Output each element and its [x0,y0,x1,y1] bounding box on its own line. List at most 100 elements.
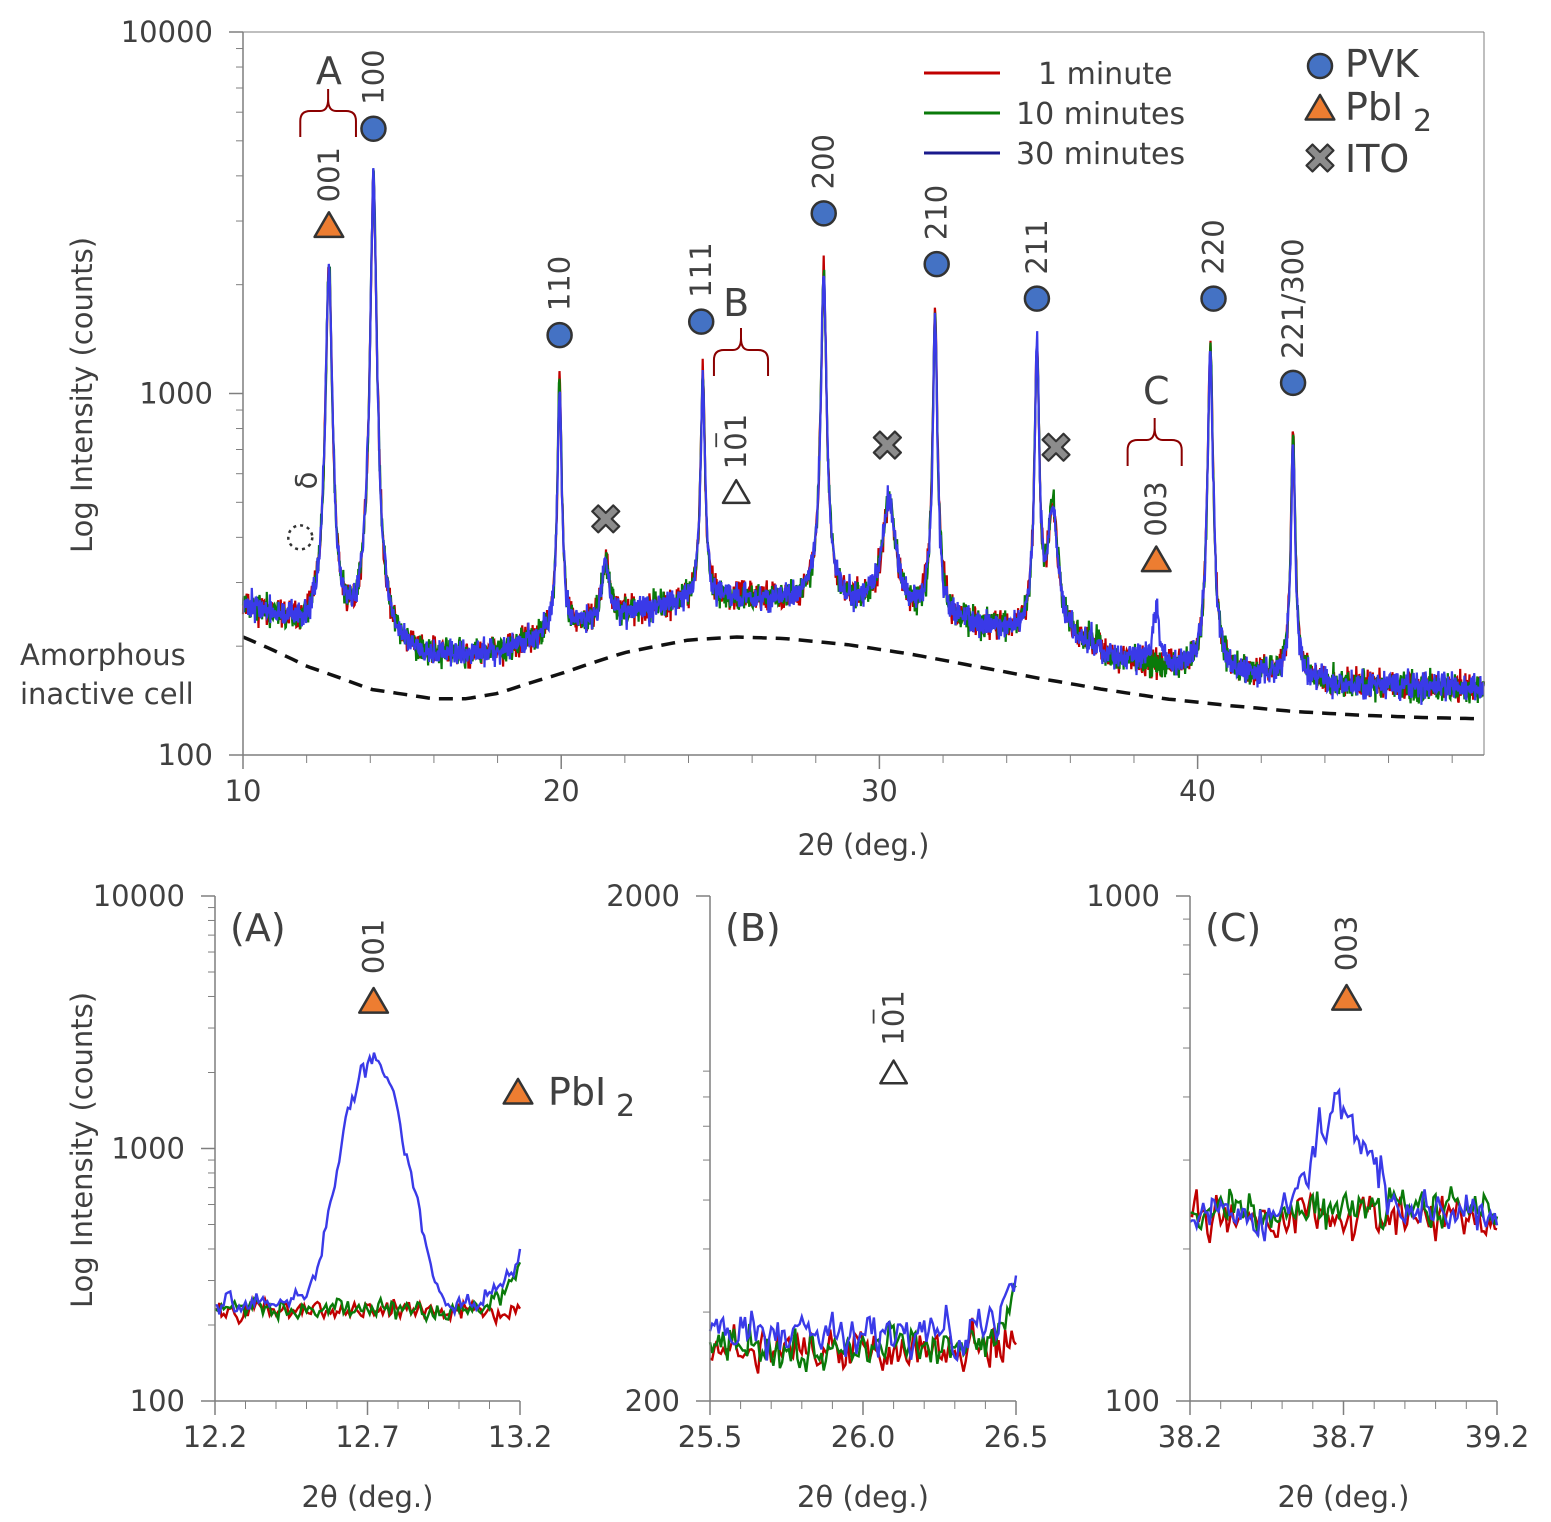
x-axis-label: 2θ (deg.) [798,828,930,862]
ito-marker-1 [591,504,621,534]
pvk-marker-100 [360,115,387,142]
legend-pvk-label: PVK [1345,42,1420,86]
inset-x-axis-label: 2θ (deg.) [302,1480,434,1514]
pvk-marker-210 [923,250,950,278]
legend-pbi2-subscript: 2 [1413,104,1432,139]
y-tick-label: 1000 [1086,879,1160,913]
y-axis-label: Log Intensity (counts) [65,237,99,553]
inset-panel-title: (B) [725,906,781,950]
y-tick-label: 1000 [139,377,213,411]
amorphous-label-line2: inactive cell [20,677,194,711]
x-tick-label: 25.5 [678,1420,743,1454]
pvk-marker-110 [546,321,573,349]
legend-pbi2-icon [1304,93,1336,121]
y-tick-label: 10000 [93,879,185,913]
legend-label-3: 30 minutes [1016,137,1185,172]
inset-legend-pbi2-subscript: 2 [616,1089,635,1124]
hkl-label-200: 200 [807,134,841,189]
inset-chart-c: 100 1000 38.2 38.7 39.2 2θ (deg.) (C) 003 [1086,879,1529,1514]
ito-marker-3 [1041,432,1071,462]
y-tick-label: 100 [1105,1384,1160,1418]
hkl-label-220: 220 [1197,219,1231,274]
region-label-b: B [723,281,749,325]
x-tick-label: 26.0 [831,1420,896,1454]
inset-chart-b: 200 2000 25.5 26.0 26.5 2θ (deg.) (B) 101 [606,879,1048,1514]
y-tick-label: 200 [625,1384,680,1418]
inset-x-axis-label: 2θ (deg.) [1278,1480,1410,1514]
inset-series-line-30-minutes [214,1052,522,1318]
x-tick-label: 30 [861,774,898,808]
inset-panel-title: (A) [230,906,286,950]
amorphous-label-line1: Amorphous [20,638,186,672]
inset-series-line-30-minutes [1189,1087,1499,1242]
hkl-label-210: 210 [920,185,954,240]
inset-legend-pbi2-label: PbI [548,1070,606,1114]
legend-label-1: 1 minute [1038,57,1172,92]
inset-hkl-label-001: 001 [357,919,391,974]
region-label-a: A [316,49,342,93]
x-tick-label: 38.7 [1311,1420,1376,1454]
inset-legend-pbi2-icon [502,1077,534,1105]
x-tick-label: 13.2 [488,1420,553,1454]
delta-phase-marker [287,524,314,551]
region-label-c: C [1143,369,1170,413]
legend-ito-icon [1305,143,1335,173]
inset-series-line-10-minutes [1189,1186,1499,1237]
main-xrd-chart: 100 1000 10000 10 20 30 40 2θ (deg.) Log Intensi… [20,15,1486,862]
x-tick-label: 40 [1179,774,1216,808]
legend-pvk-icon [1306,52,1334,80]
delta-phase-label: δ [289,472,323,490]
hkl-label-111: 111 [684,242,718,297]
inset-y-axis-label: Log Intensity (counts) [65,992,99,1308]
inset-pbi2-marker-003 [1331,983,1363,1011]
inset-pbi2-marker-empty-101 [879,1059,909,1085]
x-tick-label: 12.7 [335,1420,400,1454]
inset-x-axis-label: 2θ (deg.) [797,1480,929,1514]
legend-ito-label: ITO [1345,137,1409,181]
x-tick-label: 38.2 [1158,1420,1223,1454]
y-tick-label: 100 [130,1384,185,1418]
inset-hkl-label-003: 003 [1330,916,1364,971]
bracket-a [299,89,357,137]
inset-hkl-label-101: 101 [877,990,911,1045]
pvk-marker-111 [687,308,715,335]
pvk-marker-221/300 [1279,369,1307,397]
x-tick-label: 39.2 [1465,1420,1530,1454]
y-tick-label: 100 [158,738,213,772]
bracket-c [1126,418,1183,466]
pbi2-marker-001 [313,211,345,239]
legend-pbi2-label: PbI [1345,85,1403,129]
amorphous-background-curve [242,635,1478,721]
y-tick-label: 1000 [111,1132,185,1166]
y-tick-label: 10000 [121,15,213,49]
hkl-label-221/300: 221/300 [1276,238,1310,358]
hkl-label-110: 110 [543,256,577,311]
inset-pbi2-marker-001 [358,986,390,1014]
inset-panel-title: (C) [1205,906,1261,950]
series-legend: 1 minute 10 minutes 30 minutes [924,57,1185,172]
hkl-label-211: 211 [1020,219,1054,274]
inset-series-line-30-minutes [708,1275,1018,1363]
series-line-30-minutes [242,168,1486,705]
ito-marker-2 [872,430,902,460]
bracket-b [712,328,770,376]
legend-label-2: 10 minutes [1016,97,1185,132]
inset-series-line-10-minutes [214,1261,522,1324]
pbi2-marker-empty-101 [721,478,751,505]
inset-chart-a: 100 1000 10000 12.2 12.7 13.2 2θ (deg.) (A) 001 L… [65,879,635,1514]
pbi2-marker-003 [1140,545,1172,573]
pvk-marker-211 [1023,285,1051,312]
inset-series-line-1-minute [709,1317,1017,1374]
hkl-label-100: 100 [356,49,390,104]
x-tick-label: 26.5 [984,1420,1049,1454]
x-tick-label: 20 [543,774,580,808]
hkl-label-003: 003 [1139,481,1173,536]
hkl-label-101: 101 [719,414,753,469]
pvk-marker-220 [1200,285,1227,312]
hkl-label-001: 001 [312,147,346,202]
y-tick-label: 2000 [606,879,680,913]
pvk-marker-200 [810,200,837,227]
x-tick-label: 10 [225,774,262,808]
